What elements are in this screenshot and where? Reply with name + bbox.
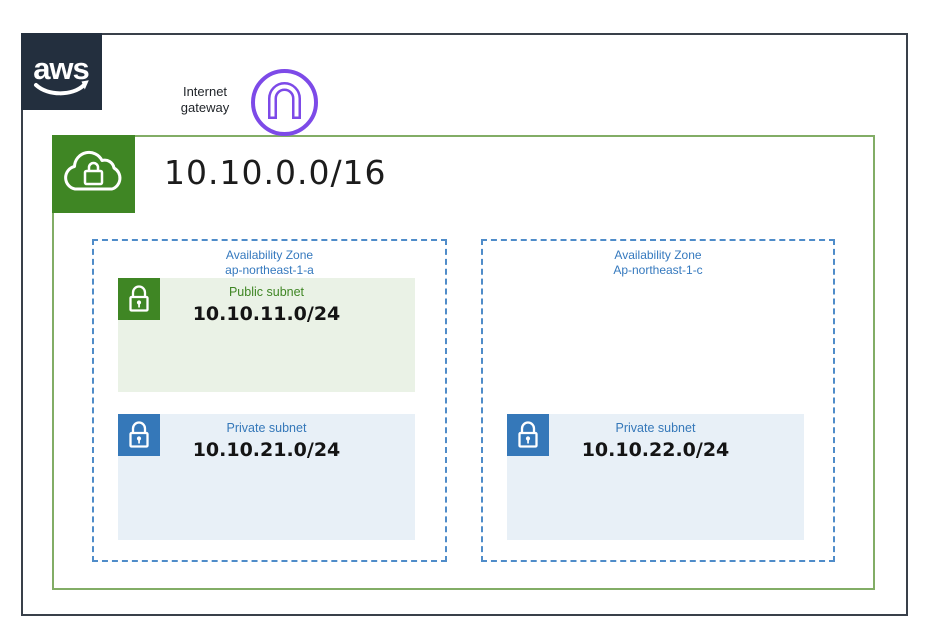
vpc-icon [52, 135, 135, 213]
aws-smile-arrowhead [81, 80, 89, 90]
aws-logo: aws [21, 33, 102, 110]
internet-gateway-label-line1: Internet [182, 84, 228, 99]
public-subnet-lock-icon [118, 278, 160, 320]
az2-name: Ap-northeast-1-c [613, 263, 703, 277]
subnet-public-1: Public subnet 10.10.11.0/24 [118, 278, 415, 392]
az1-name: ap-northeast-1-a [225, 263, 314, 277]
lock-icon [129, 285, 149, 312]
az2-label: Availability Zone Ap-northeast-1-c [483, 248, 833, 278]
internet-gateway-label-line2: gateway [180, 100, 230, 115]
gateway-arch-icon [251, 69, 318, 136]
private-subnet-lock-icon [118, 414, 160, 456]
vpc-container: 10.10.0.0/16 Availability Zone ap-northe… [52, 135, 875, 590]
az1-label: Availability Zone ap-northeast-1-a [94, 248, 445, 278]
internet-gateway-icon [251, 69, 318, 136]
lock-icon [518, 421, 538, 448]
cloud-lock-icon [64, 150, 122, 191]
subnet-type-label: Private subnet [226, 421, 307, 435]
availability-zone-2: Availability Zone Ap-northeast-1-c Priva… [481, 239, 835, 562]
subnet-private-2: Private subnet 10.10.22.0/24 [507, 414, 804, 540]
availability-zone-1: Availability Zone ap-northeast-1-a Publi… [92, 239, 447, 562]
lock-icon [129, 421, 149, 448]
subnet-cidr: 10.10.22.0/24 [581, 439, 730, 461]
aws-logo-text: aws [33, 51, 89, 86]
aws-smile-icon [34, 83, 86, 96]
subnet-cidr: 10.10.21.0/24 [192, 439, 341, 461]
subnet-cidr: 10.10.11.0/24 [192, 303, 341, 325]
vpc-cidr: 10.10.0.0/16 [164, 153, 387, 192]
az2-title: Availability Zone [614, 248, 702, 262]
internet-gateway-label: Internet gateway [163, 84, 247, 116]
subnet-type-label: Public subnet [228, 285, 305, 299]
subnet-private-1: Private subnet 10.10.21.0/24 [118, 414, 415, 540]
subnet-type-label: Private subnet [615, 421, 696, 435]
az1-title: Availability Zone [225, 248, 314, 262]
aws-logo-graphic: aws [33, 51, 90, 96]
private-subnet-lock-icon [507, 414, 549, 456]
